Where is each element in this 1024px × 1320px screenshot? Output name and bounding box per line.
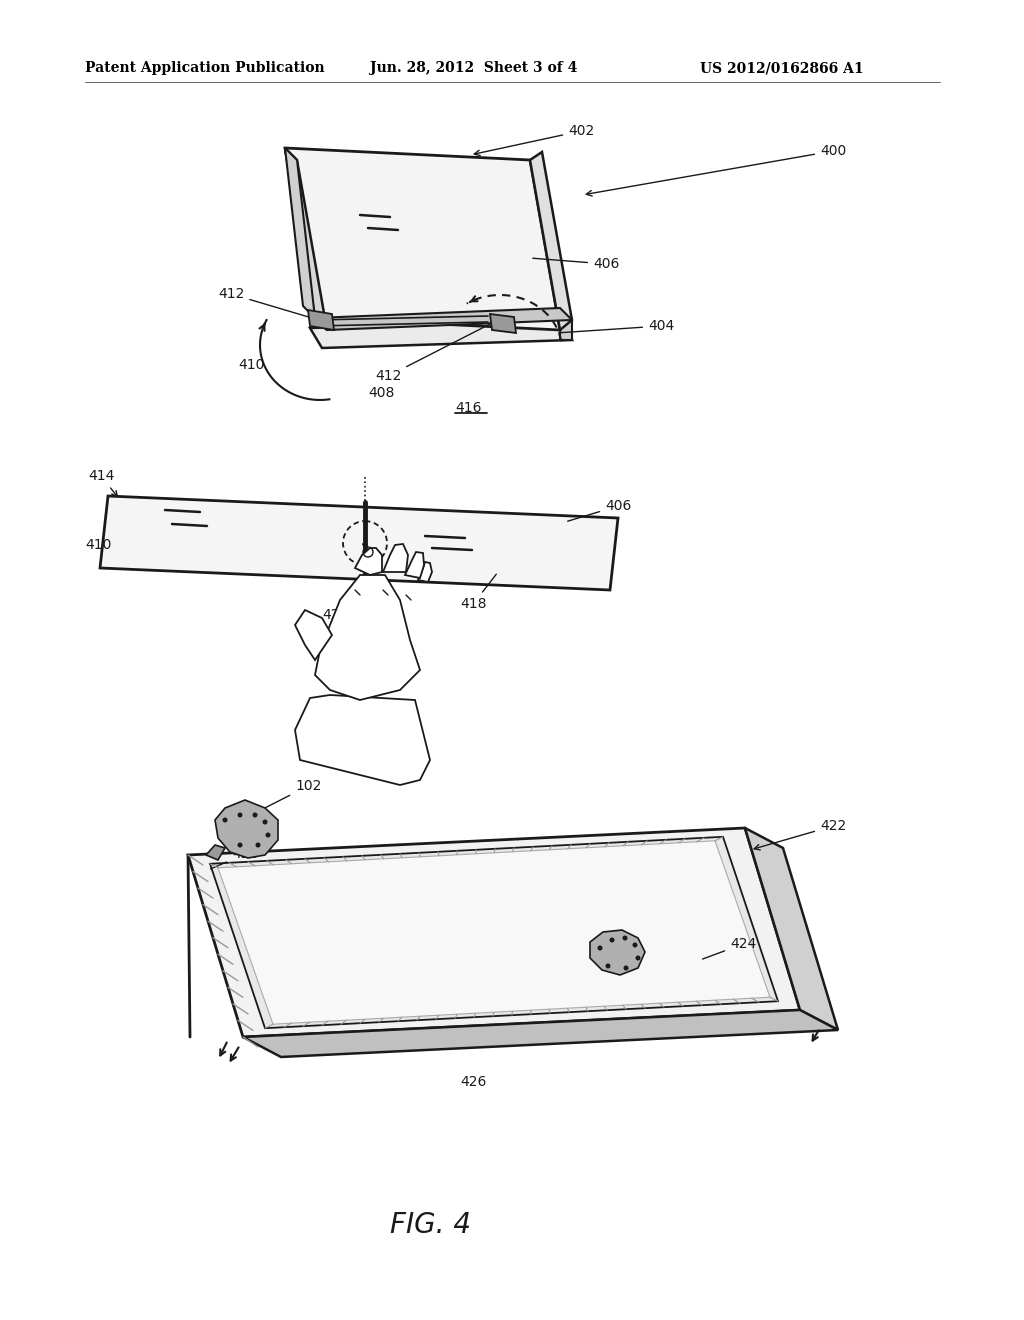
Text: FIG. 4: FIG. 4 [389,1210,470,1239]
Text: 422: 422 [754,818,846,850]
Circle shape [238,842,243,847]
Circle shape [609,937,614,942]
Circle shape [222,817,227,822]
Text: 408: 408 [368,385,394,400]
Circle shape [256,842,260,847]
Circle shape [633,942,638,948]
Polygon shape [100,496,618,590]
Text: 426: 426 [460,1074,486,1089]
Text: 412: 412 [218,286,309,317]
Polygon shape [188,828,800,1038]
Circle shape [605,964,610,969]
Text: 400: 400 [587,144,846,197]
Polygon shape [295,696,430,785]
Polygon shape [243,1010,838,1057]
Polygon shape [315,308,572,330]
Circle shape [597,945,602,950]
Polygon shape [383,544,408,572]
Polygon shape [355,548,382,576]
Polygon shape [210,837,778,1028]
Text: 404: 404 [559,319,674,333]
Text: 412: 412 [375,323,492,383]
Polygon shape [490,314,516,333]
Circle shape [624,965,629,970]
Text: 418: 418 [460,574,497,611]
Text: 420: 420 [322,609,348,622]
Text: 426: 426 [211,847,258,869]
Polygon shape [745,828,838,1030]
Circle shape [253,813,257,817]
Polygon shape [285,148,315,318]
Text: 102: 102 [249,779,322,816]
Circle shape [636,956,640,961]
Polygon shape [206,845,225,861]
Text: 410: 410 [85,539,112,552]
Polygon shape [315,576,420,700]
Polygon shape [590,931,645,975]
Text: 410: 410 [238,358,264,372]
Polygon shape [218,841,770,1024]
Polygon shape [285,148,327,330]
Polygon shape [418,562,432,582]
Circle shape [623,936,628,940]
Text: Jun. 28, 2012  Sheet 3 of 4: Jun. 28, 2012 Sheet 3 of 4 [370,61,578,75]
Polygon shape [215,800,278,858]
Circle shape [238,813,243,817]
Circle shape [262,820,267,825]
Polygon shape [530,152,572,330]
Text: 416: 416 [455,401,481,414]
Text: 424: 424 [702,937,757,960]
Text: 414: 414 [88,469,118,496]
Text: 402: 402 [474,124,594,156]
Text: US 2012/0162866 A1: US 2012/0162866 A1 [700,61,863,75]
Polygon shape [285,148,560,330]
Polygon shape [310,319,572,348]
Text: 406: 406 [567,499,632,521]
Polygon shape [560,319,572,341]
Text: 406: 406 [532,257,620,271]
Text: Patent Application Publication: Patent Application Publication [85,61,325,75]
Polygon shape [295,610,332,660]
Circle shape [265,833,270,837]
Polygon shape [308,310,334,330]
Polygon shape [406,552,424,578]
